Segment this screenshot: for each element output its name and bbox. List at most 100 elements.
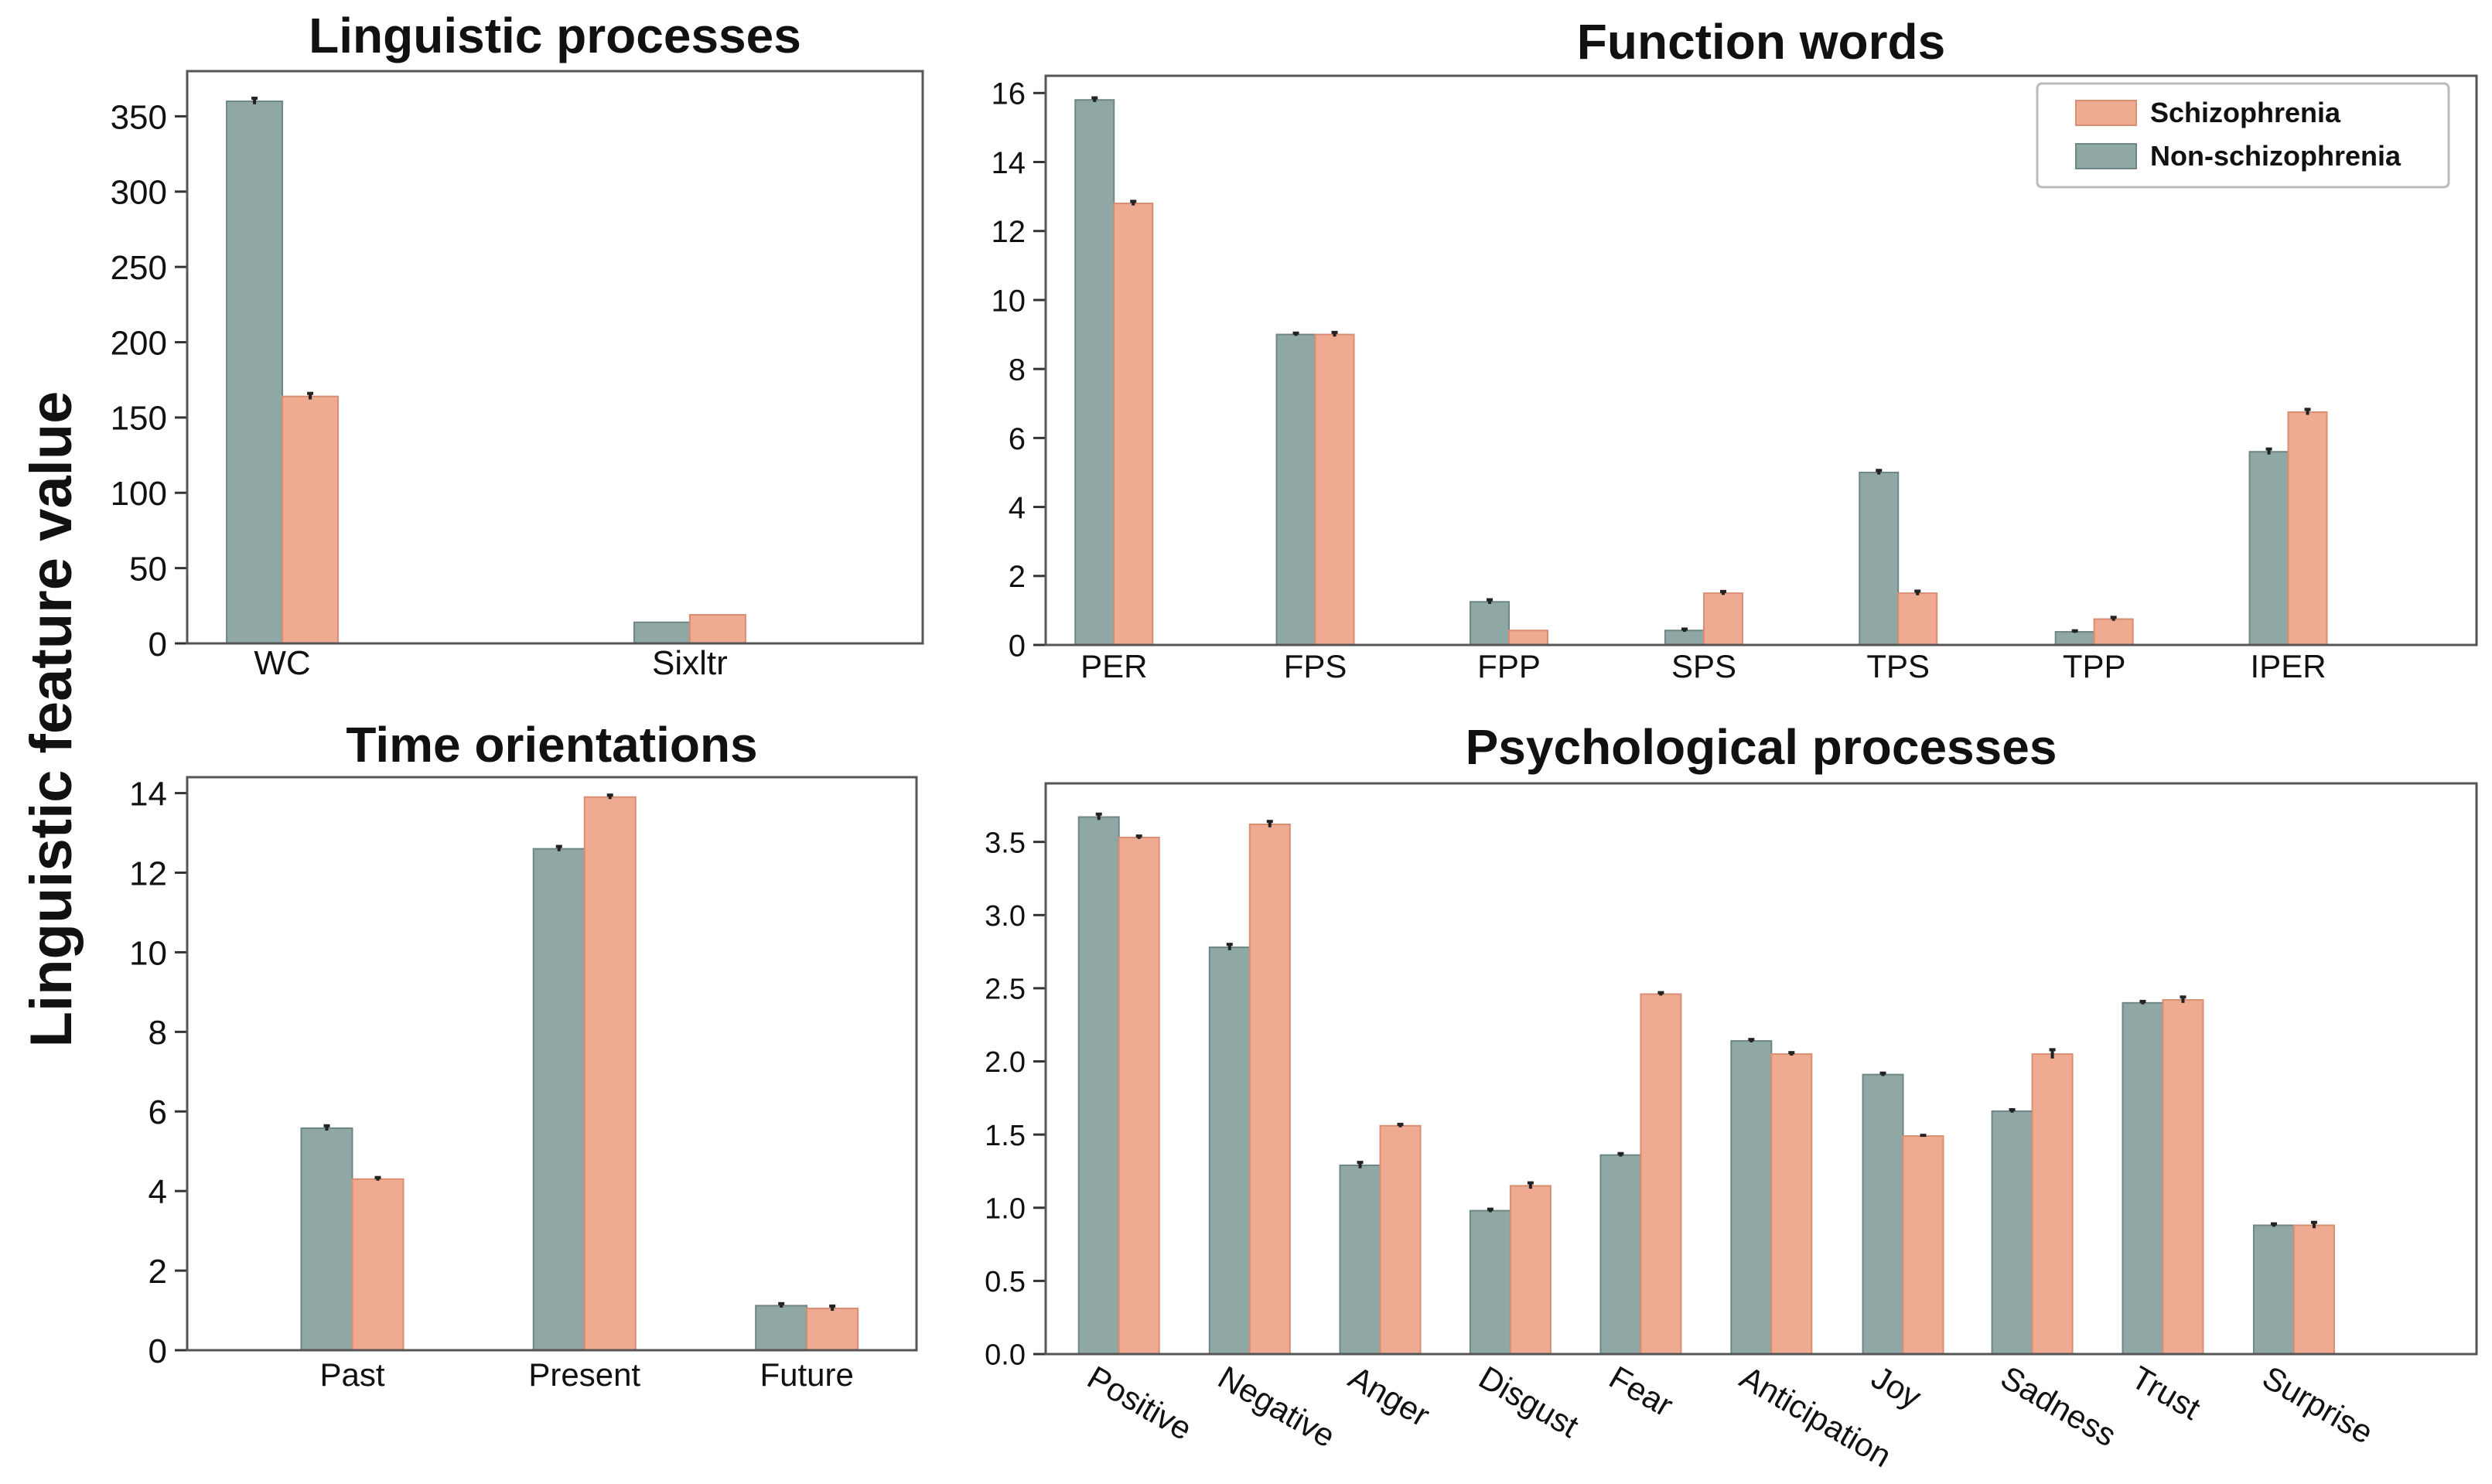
x-tick-label: TPS bbox=[1866, 648, 1930, 684]
bar-schizophrenia bbox=[1902, 1135, 1944, 1355]
y-tick-label: 0 bbox=[148, 1332, 167, 1370]
y-tick-label: 100 bbox=[111, 475, 167, 513]
bar-schizophrenia bbox=[1118, 837, 1160, 1355]
y-tick-label: 4 bbox=[1009, 491, 1026, 525]
legend-swatch bbox=[2075, 100, 2137, 126]
function-words-chart: Function words 0 2 4 6 8 10 12 14 16 PER FPS FPP SPS T… bbox=[992, 14, 2478, 684]
y-tick-label: 8 bbox=[1009, 353, 1026, 387]
plot-frame bbox=[186, 776, 918, 1352]
y-tick-label: 3.5 bbox=[985, 827, 1026, 859]
bar-schizophrenia bbox=[1509, 1185, 1552, 1356]
y-tick-label: 2 bbox=[1009, 560, 1026, 594]
bar-non-schizophrenia bbox=[2122, 1001, 2164, 1356]
x-tick-label: FPS bbox=[1284, 648, 1347, 684]
y-tick-label: 350 bbox=[111, 98, 167, 136]
x-tick-label: IPER bbox=[2251, 648, 2326, 684]
bar-schizophrenia bbox=[688, 614, 746, 644]
plot-frame bbox=[186, 70, 924, 645]
y-tick-label: 16 bbox=[992, 77, 1026, 111]
y-tick-label: 3.0 bbox=[985, 900, 1026, 933]
legend-label: Non-schizophrenia bbox=[2150, 140, 2402, 172]
plot-frame bbox=[1044, 782, 2478, 1356]
y-tick-label: 6 bbox=[148, 1093, 167, 1131]
bar-non-schizophrenia bbox=[1859, 471, 1900, 646]
y-tick-label: 0 bbox=[1009, 629, 1026, 663]
x-tick-label: Trust bbox=[2125, 1359, 2207, 1427]
bar-schizophrenia bbox=[1640, 993, 1682, 1355]
x-tick-label: Sixltr bbox=[652, 644, 728, 682]
bar-non-schizophrenia bbox=[2054, 631, 2095, 646]
bar-non-schizophrenia bbox=[226, 100, 284, 644]
linguistic-processes-chart: Linguistic processes 0 50 100 150 200 250 300 35… bbox=[111, 8, 924, 682]
y-tick-label: 1.0 bbox=[985, 1192, 1026, 1225]
bar-schizophrenia bbox=[1314, 333, 1355, 646]
legend-label: Schizophrenia bbox=[2150, 97, 2341, 128]
chart-title: Time orientations bbox=[346, 717, 757, 773]
psychological-processes-chart: Psychological processes 0.0 0.5 1.0 1.5 2.0 2.… bbox=[985, 719, 2478, 1474]
plot-frame bbox=[1044, 74, 2478, 646]
x-tick-label: Negative bbox=[1212, 1359, 1341, 1455]
bar-schizophrenia bbox=[1508, 629, 1549, 646]
x-tick-label: Anger bbox=[1343, 1359, 1436, 1434]
y-tick-label: 250 bbox=[111, 249, 167, 287]
x-tick-label: Future bbox=[760, 1356, 853, 1393]
bar-non-schizophrenia bbox=[1664, 629, 1705, 646]
x-tick-label: PER bbox=[1080, 648, 1147, 684]
x-tick-label: Surprise bbox=[2256, 1359, 2379, 1451]
y-tick-label: 12 bbox=[992, 215, 1026, 249]
bar-non-schizophrenia bbox=[1208, 946, 1251, 1355]
bar-non-schizophrenia bbox=[1470, 601, 1511, 646]
bar-schizophrenia bbox=[282, 395, 340, 644]
bar-schizophrenia bbox=[1248, 823, 1291, 1355]
bar-non-schizophrenia bbox=[1991, 1110, 2033, 1356]
bar-non-schizophrenia bbox=[532, 848, 585, 1351]
y-tick-label: 2.5 bbox=[985, 974, 1026, 1006]
x-tick-label: Joy bbox=[1866, 1359, 1927, 1415]
x-tick-label: TPP bbox=[2063, 648, 2126, 684]
y-tick-label: 6 bbox=[1009, 422, 1026, 456]
bar-schizophrenia bbox=[1379, 1124, 1422, 1356]
bar-schizophrenia bbox=[1770, 1053, 1813, 1355]
y-tick-label: 12 bbox=[129, 855, 167, 892]
bar-schizophrenia bbox=[583, 796, 637, 1351]
y-tick-label: 10 bbox=[992, 284, 1026, 318]
bar-schizophrenia bbox=[2287, 411, 2328, 646]
bar-schizophrenia bbox=[2093, 618, 2134, 646]
x-tick-label: Past bbox=[319, 1356, 384, 1393]
bar-non-schizophrenia bbox=[633, 621, 691, 644]
bar-non-schizophrenia bbox=[2252, 1224, 2295, 1355]
bar-non-schizophrenia bbox=[1599, 1154, 1642, 1355]
bar-schizophrenia bbox=[2162, 999, 2204, 1355]
bar-non-schizophrenia bbox=[300, 1127, 353, 1352]
y-tick-label: 4 bbox=[148, 1173, 167, 1211]
x-tick-label: Fear bbox=[1603, 1359, 1679, 1424]
x-tick-label: SPS bbox=[1671, 648, 1736, 684]
y-tick-label: 200 bbox=[111, 324, 167, 362]
y-tick-label: 2.0 bbox=[985, 1046, 1026, 1079]
bar-schizophrenia bbox=[1703, 592, 1743, 646]
bar-schizophrenia bbox=[2292, 1224, 2335, 1355]
bar-schizophrenia bbox=[1897, 592, 1938, 646]
chart-title: Function words bbox=[1577, 14, 1945, 70]
x-tick-label: Disgust bbox=[1473, 1359, 1585, 1445]
x-tick-label: WC bbox=[254, 644, 310, 682]
y-tick-label: 1.5 bbox=[985, 1120, 1026, 1152]
y-tick-label: 10 bbox=[129, 934, 167, 972]
bar-non-schizophrenia bbox=[1469, 1209, 1511, 1355]
y-tick-label: 300 bbox=[111, 174, 167, 212]
y-axis-label: Linguistic feature value bbox=[19, 391, 84, 1048]
y-tick-label: 0.5 bbox=[985, 1266, 1026, 1298]
x-tick-label: Positive bbox=[1081, 1359, 1198, 1447]
y-tick-label: 2 bbox=[148, 1253, 167, 1291]
bar-schizophrenia bbox=[2031, 1053, 2074, 1355]
y-tick-label: 50 bbox=[129, 550, 167, 588]
bar-non-schizophrenia bbox=[1862, 1073, 1904, 1355]
bar-non-schizophrenia bbox=[1730, 1040, 1773, 1355]
y-tick-label: 14 bbox=[129, 775, 167, 813]
bar-schizophrenia bbox=[806, 1307, 859, 1351]
bar-non-schizophrenia bbox=[1339, 1164, 1381, 1356]
y-tick-label: 0 bbox=[148, 626, 167, 664]
bar-non-schizophrenia bbox=[2248, 451, 2289, 646]
bar-schizophrenia bbox=[1113, 203, 1154, 646]
